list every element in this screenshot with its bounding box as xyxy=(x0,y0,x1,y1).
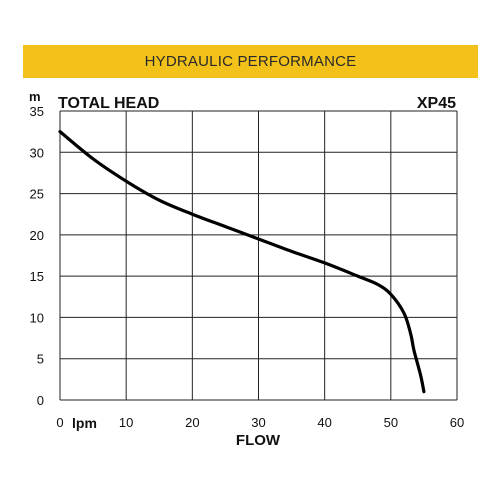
series-line-head-curve xyxy=(58,130,426,394)
chart-grid xyxy=(59,110,458,401)
banner-title: HYDRAULIC PERFORMANCE xyxy=(144,53,357,70)
x-tick-label: 0 xyxy=(56,415,63,430)
x-axis-label: FLOW xyxy=(236,432,281,449)
chart-title: TOTAL HEAD xyxy=(58,95,159,112)
x-tick-label: 30 xyxy=(251,415,265,430)
y-tick-label: 0 xyxy=(37,393,44,408)
x-tick-labels: 0 10 20 30 40 50 60 xyxy=(56,415,464,430)
x-tick-label: 40 xyxy=(317,415,331,430)
y-tick-label: 5 xyxy=(37,352,44,367)
y-tick-label: 30 xyxy=(30,145,44,160)
x-tick-label: 60 xyxy=(450,415,464,430)
y-axis-unit: m xyxy=(29,89,41,104)
x-tick-label: 10 xyxy=(119,415,133,430)
model-label: XP45 xyxy=(417,95,456,112)
y-tick-label: 25 xyxy=(30,187,44,202)
x-axis-unit: lpm xyxy=(72,415,97,431)
y-tick-label: 10 xyxy=(30,310,44,325)
chart-banner: HYDRAULIC PERFORMANCE xyxy=(23,45,478,78)
y-tick-label: 20 xyxy=(30,228,44,243)
x-tick-label: 50 xyxy=(384,415,398,430)
y-tick-label: 15 xyxy=(30,269,44,284)
y-tick-label: 35 xyxy=(30,104,44,119)
y-tick-labels: 0 5 10 15 20 25 30 35 xyxy=(30,104,44,408)
x-tick-label: 20 xyxy=(185,415,199,430)
